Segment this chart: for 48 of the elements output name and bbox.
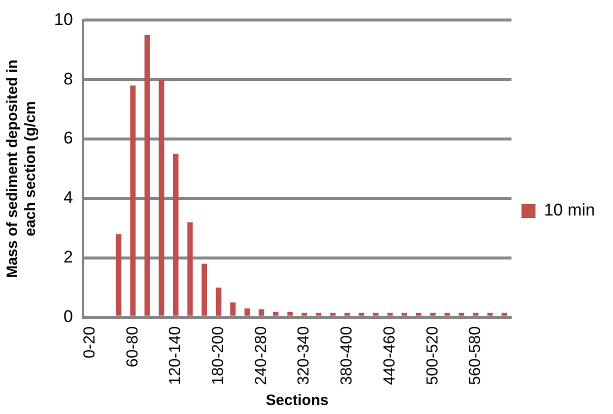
bar: [502, 312, 508, 316]
x-tick-label: 440-460: [381, 326, 398, 385]
x-tick-label: 560-580: [467, 326, 484, 385]
bar: [258, 309, 264, 316]
legend-label: 10 min: [544, 200, 596, 220]
y-tick-label: 8: [63, 69, 73, 88]
bar: [273, 312, 278, 316]
bar: [130, 86, 136, 316]
bar: [144, 35, 150, 316]
bar: [173, 154, 178, 316]
x-tick-label: 380-400: [338, 326, 356, 385]
bar: [330, 312, 336, 316]
x-tick-label: 60-80: [124, 326, 142, 368]
bar: [430, 312, 436, 316]
y-tick-label: 4: [63, 188, 73, 208]
x-tick-label: 500-520: [424, 326, 442, 385]
bar: [116, 234, 122, 316]
bar: [473, 312, 478, 316]
x-tick-label: 180-200: [210, 326, 228, 385]
x-tick-label: 320-340: [296, 326, 313, 385]
bar: [187, 222, 193, 316]
bar: [458, 312, 464, 316]
bar: [387, 312, 393, 316]
bar: [373, 312, 378, 316]
bar: [344, 312, 350, 316]
bar: [202, 264, 208, 316]
y-tick-label: 10: [54, 10, 73, 29]
bar: [316, 312, 322, 316]
bar: [216, 288, 222, 316]
bar: [230, 302, 236, 316]
bar: [487, 312, 493, 316]
bar: [358, 312, 364, 316]
bar: [302, 312, 308, 316]
bar: [444, 312, 450, 316]
x-axis-title: Sections: [266, 392, 328, 410]
y-tick-label: 2: [63, 248, 73, 267]
y-tick-label: 0: [63, 306, 73, 326]
bar: [416, 312, 422, 316]
bar: [244, 308, 250, 316]
bar: [402, 312, 408, 316]
y-tick-label: 6: [63, 128, 73, 148]
bar: [287, 312, 293, 316]
x-tick-label: 240-280: [252, 326, 270, 385]
text: Mass of sediment deposited in: [4, 60, 22, 278]
bar: [158, 80, 164, 316]
x-tick-label: 120-140: [167, 326, 184, 385]
text: each section (g/cm: [22, 101, 40, 236]
x-tick-label: 0-20: [81, 326, 98, 358]
